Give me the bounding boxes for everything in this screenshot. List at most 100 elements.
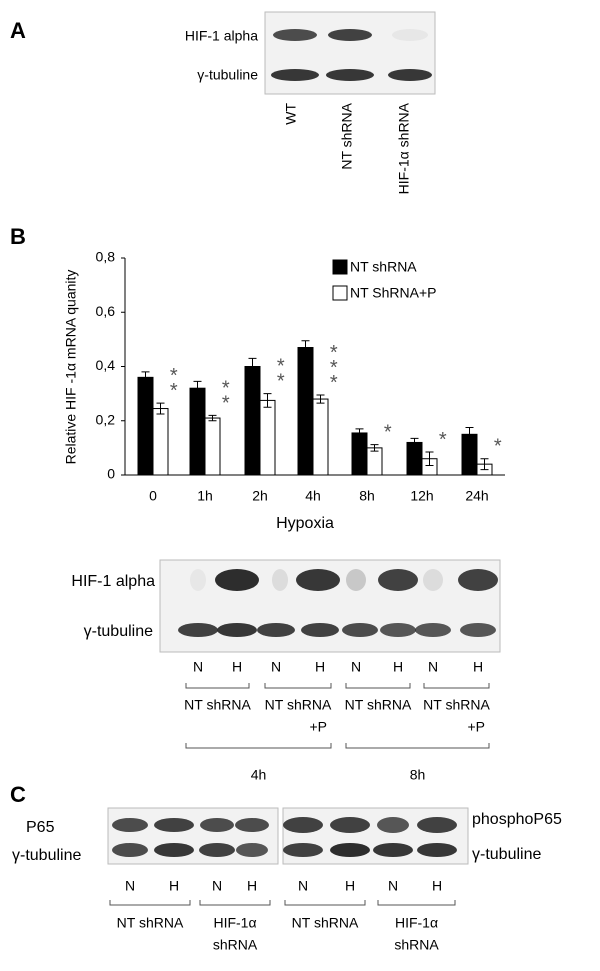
legend-swatch [332,285,348,301]
significance: * [487,436,509,451]
group-label: shRNA [394,937,439,953]
y-axis-label: Relative HIF -1α mRNA quanity [63,270,79,465]
lane-label: H [473,659,483,675]
error-bar [208,414,217,422]
error-bar [410,437,419,448]
error-bar [370,444,379,452]
row-label: HIF-1 alpha [71,573,155,590]
band [328,29,372,41]
band [236,843,268,857]
lane-label: N [298,878,308,894]
x-tick-label: 8h [359,488,375,504]
band [178,623,218,637]
error-bar [248,357,257,376]
bar [137,376,154,476]
bracket [109,900,191,906]
panel-label: B [10,224,26,249]
lane-label: N [125,878,135,894]
legend-swatch [332,259,348,275]
band [296,569,340,591]
significance: *** [323,342,345,387]
significance: ** [163,365,185,395]
significance: * [432,429,454,444]
band [283,817,323,833]
row-label: phosphoP65 [472,811,562,828]
band [112,843,148,857]
bracket [185,683,250,689]
group-label: HIF-1α [395,915,438,931]
x-tick-label: 4h [305,488,321,504]
error-bar [465,427,474,442]
band [460,623,496,637]
row-label: γ-tubuline [472,846,541,863]
band [217,623,257,637]
band [380,623,416,637]
lane-label: H [315,659,325,675]
band [271,69,319,81]
row-label: γ-tubuline [197,67,258,83]
band [415,623,451,637]
bar [366,447,383,476]
bar [351,432,368,476]
bracket [284,900,366,906]
lane-label: HIF-1α shRNA [396,102,412,194]
bracket [377,900,456,906]
lane-label: H [345,878,355,894]
group-label: NT shRNA [117,915,184,931]
group-label: +P [309,719,327,735]
group-label: NT shRNA [292,915,359,931]
error-bar [355,428,364,438]
bar [312,398,329,476]
lane-label: H [432,878,442,894]
band [346,569,366,591]
error-bar [301,340,310,355]
band [373,843,413,857]
group-label: NT shRNA [184,697,251,713]
lane-label: N [351,659,361,675]
group-label: NT shRNA [423,697,490,713]
bar [244,366,261,476]
band [458,569,498,591]
band [326,69,374,81]
band [112,818,148,832]
bar [152,408,169,476]
y-tick-label: 0 [107,466,115,482]
error-bar [425,451,434,467]
bracket [345,743,490,749]
bracket [345,683,411,689]
band [215,569,259,591]
band [377,817,409,833]
significance: ** [270,356,292,386]
lane-label: WT [283,103,299,125]
error-bar [263,393,272,408]
x-tick-label: 12h [410,488,433,504]
panel-label: A [10,18,26,43]
band [423,569,443,591]
x-tick-label: 2h [252,488,268,504]
bracket [199,900,271,906]
lane-label: H [247,878,257,894]
error-bar [156,402,165,415]
x-axis-label: Hypoxia [276,515,334,532]
lane-label: N [193,659,203,675]
group-label: NT shRNA [345,697,412,713]
lane-label: H [232,659,242,675]
row-label: γ-tubuline [12,847,81,864]
bar [297,347,314,476]
y-tick-label: 0,4 [96,357,116,373]
legend-label: NT ShRNA+P [350,285,437,301]
bracket [185,743,332,749]
band [342,623,378,637]
group-label: HIF-1α [213,915,256,931]
y-tick-label: 0,8 [96,249,116,265]
band [417,843,457,857]
error-bar [193,380,202,396]
bar [259,399,276,476]
band [257,623,295,637]
y-tick-label: 0,6 [96,303,116,319]
row-label: P65 [26,819,55,836]
y-tick-label: 0,2 [96,411,116,427]
panel-label: C [10,782,26,807]
lane-label: N [388,878,398,894]
bar [189,387,206,476]
